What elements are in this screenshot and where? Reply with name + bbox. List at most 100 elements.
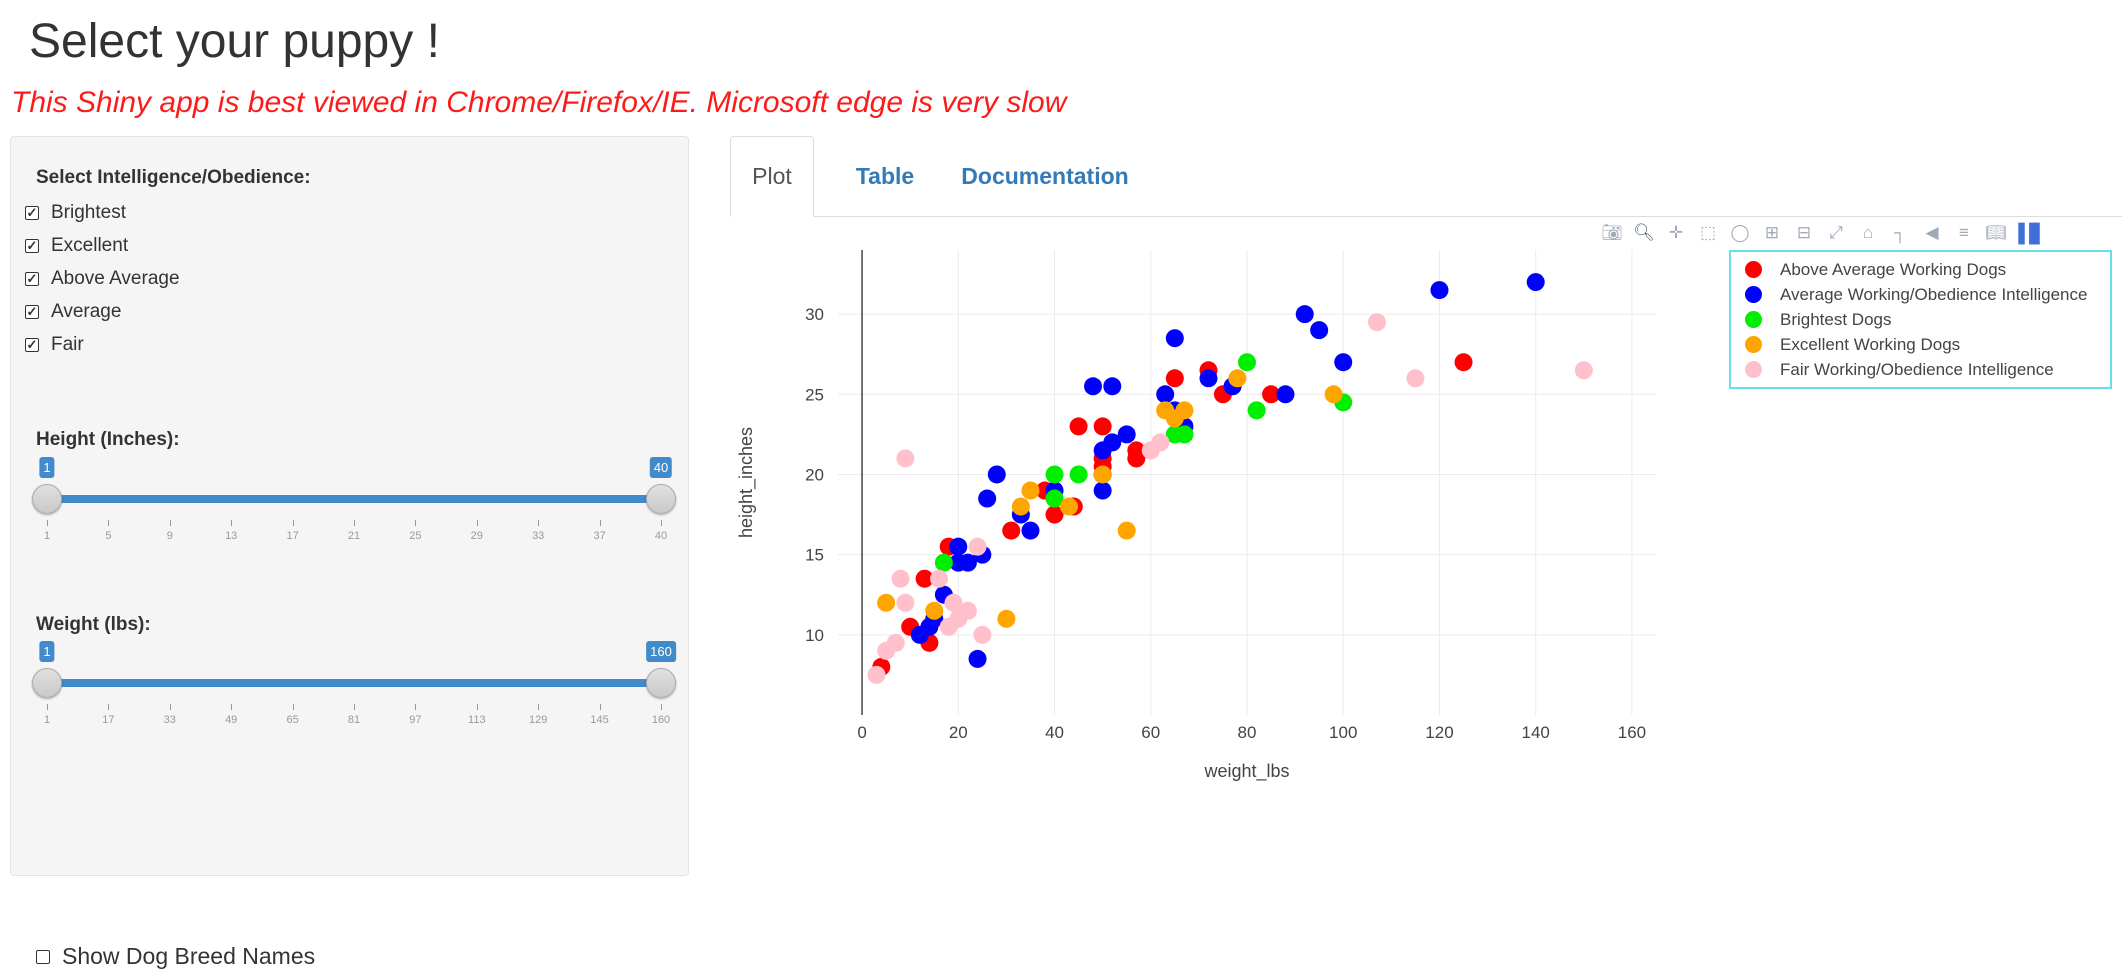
legend-item[interactable]: Average Working/Obedience Intelligence [1745, 282, 2110, 307]
weight-slider-min-handle[interactable] [32, 668, 62, 698]
scatter-point[interactable] [1406, 369, 1425, 388]
scatter-point[interactable] [1103, 377, 1122, 396]
scatter-point[interactable] [930, 569, 949, 588]
scatter-point[interactable] [1175, 425, 1194, 444]
scatter-point[interactable] [987, 465, 1006, 484]
scatter-point[interactable] [1093, 465, 1112, 484]
scatter-point[interactable] [1262, 385, 1281, 404]
scatter-point[interactable] [1045, 465, 1064, 484]
scatter-point[interactable] [1059, 497, 1078, 516]
scatter-point[interactable] [949, 537, 968, 556]
scatter-point[interactable] [891, 569, 910, 588]
weight-slider[interactable]: 1 160 1 17 33 49 65 81 97 113 129 145 160 [32, 641, 676, 764]
zoom-out-icon[interactable]: ⊟ [1796, 223, 1812, 242]
scatter-point[interactable] [1430, 281, 1449, 300]
scatter-point[interactable] [1334, 353, 1353, 372]
scatter-point[interactable] [1238, 353, 1256, 372]
intelligence-option-excellent[interactable]: ✓ Excellent [25, 229, 180, 262]
lasso-icon[interactable]: ◯ [1730, 223, 1750, 242]
scatter-point[interactable] [896, 449, 915, 468]
checkbox-box[interactable]: ✓ [25, 204, 39, 220]
scatter-point[interactable] [958, 553, 977, 572]
scatter-point[interactable] [896, 593, 915, 612]
scatter-point[interactable] [1002, 521, 1021, 540]
height-slider-bar[interactable] [47, 495, 661, 503]
scatter-point[interactable] [1175, 401, 1194, 420]
plotly-logo[interactable]: ▐▐▌ [2011, 222, 2046, 243]
spike-lines-icon[interactable]: ┐ [1893, 223, 1907, 242]
scatter-point[interactable] [1069, 465, 1088, 484]
autoscale-icon[interactable]: ⤢ [1829, 223, 1843, 242]
docs-icon[interactable]: 📖︎ [1985, 223, 2007, 242]
scatter-point[interactable] [1156, 385, 1175, 404]
scatter-point[interactable] [968, 537, 987, 556]
show-breed-names-checkbox[interactable]: Show Dog Breed Names [36, 943, 315, 970]
legend-item[interactable]: Fair Working/Obedience Intelligence [1745, 357, 2110, 382]
legend-item[interactable]: Above Average Working Dogs [1745, 257, 2110, 282]
scatter-point[interactable] [1093, 417, 1112, 436]
zoom-icon[interactable]: 🔍︎ [1633, 223, 1655, 242]
scatter-point[interactable] [886, 633, 905, 652]
scatter-point[interactable] [1103, 433, 1122, 452]
scatter-point[interactable] [1151, 433, 1170, 452]
scatter-point[interactable] [1045, 489, 1064, 508]
intelligence-option-average[interactable]: ✓ Average [25, 295, 180, 328]
checkbox-box[interactable]: ✓ [25, 237, 39, 253]
hover-compare-icon[interactable]: ≡ [1959, 223, 1969, 242]
weight-slider-bar[interactable] [47, 679, 661, 687]
scatter-point[interactable] [1574, 361, 1593, 380]
checkbox-box[interactable] [36, 949, 50, 964]
height-slider-max-handle[interactable] [646, 484, 676, 514]
scatter-point[interactable] [1247, 401, 1266, 420]
scatter-point[interactable] [1295, 305, 1314, 324]
legend-item[interactable]: Brightest Dogs [1745, 307, 2110, 332]
scatter-point[interactable] [1021, 481, 1040, 500]
tab-table[interactable]: Table [855, 162, 915, 189]
scatter-point[interactable] [1165, 369, 1184, 388]
scatter-point[interactable] [1228, 369, 1247, 388]
intelligence-option-brightest[interactable]: ✓ Brightest [25, 196, 180, 229]
checkbox-box[interactable]: ✓ [25, 303, 39, 319]
scatter-point[interactable] [1324, 385, 1343, 404]
scatter-point[interactable] [1367, 313, 1386, 332]
scatter-point[interactable] [1526, 273, 1545, 292]
scatter-point[interactable] [877, 593, 896, 612]
pan-icon[interactable]: ✛ [1668, 223, 1684, 242]
scatter-point[interactable] [1310, 321, 1329, 340]
scatter-point[interactable] [1276, 385, 1295, 404]
tab-plot[interactable]: Plot [730, 136, 814, 217]
zoom-in-icon[interactable]: ⊞ [1764, 223, 1780, 242]
scatter-point[interactable] [1127, 449, 1146, 468]
camera-icon[interactable]: 📷︎ [1601, 223, 1623, 242]
reset-axes-icon[interactable]: ⌂ [1862, 223, 1874, 242]
checkbox-box[interactable]: ✓ [25, 336, 39, 352]
scatter-point[interactable] [1011, 497, 1030, 516]
scatter-point[interactable] [968, 649, 987, 668]
height-slider-min-handle[interactable] [32, 484, 62, 514]
scatter-point[interactable] [944, 593, 963, 612]
tab-documentation[interactable]: Documentation [961, 162, 1129, 189]
scatter-point[interactable] [978, 489, 997, 508]
legend-item[interactable]: Excellent Working Dogs [1745, 332, 2110, 357]
scatter-point[interactable] [1069, 417, 1088, 436]
hover-closest-icon[interactable]: ◀ [1925, 223, 1939, 242]
scatter-point[interactable] [1084, 377, 1103, 396]
scatter-point[interactable] [915, 569, 934, 588]
scatter-point[interactable] [1454, 353, 1473, 372]
scatter-point[interactable] [1021, 521, 1040, 540]
intelligence-option-fair[interactable]: ✓ Fair [25, 328, 180, 361]
data-points[interactable] [867, 273, 1593, 684]
scatter-point[interactable] [1045, 505, 1064, 524]
scatter-point[interactable] [1199, 369, 1218, 388]
scatter-point[interactable] [1165, 329, 1184, 348]
scatter-point[interactable] [925, 601, 944, 620]
scatter-point[interactable] [973, 625, 992, 644]
scatter-point[interactable] [1093, 481, 1112, 500]
scatter-point[interactable] [958, 601, 977, 620]
box-select-icon[interactable]: ⬚ [1699, 223, 1717, 242]
scatter-point[interactable] [1117, 425, 1136, 444]
scatter-point[interactable] [867, 665, 886, 684]
intelligence-option-above-average[interactable]: ✓ Above Average [25, 262, 180, 295]
scatter-point[interactable] [934, 553, 953, 572]
checkbox-box[interactable]: ✓ [25, 270, 39, 286]
